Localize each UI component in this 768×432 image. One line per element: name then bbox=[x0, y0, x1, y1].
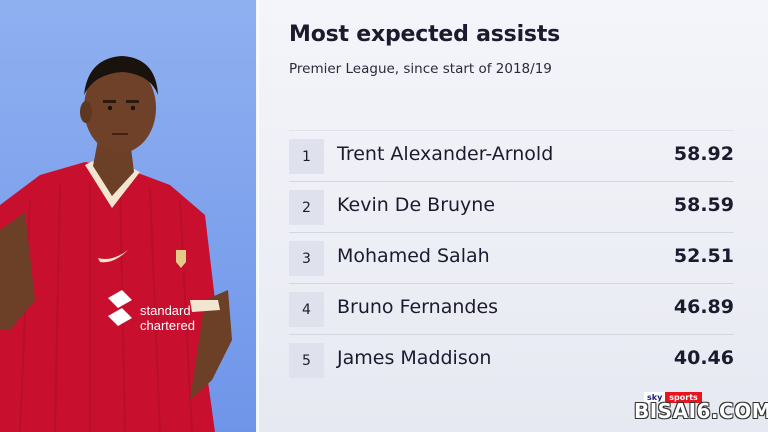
stats-panel: Most expected assists Premier League, si… bbox=[259, 0, 768, 432]
logo-sports: sports bbox=[665, 392, 702, 403]
player-name: Trent Alexander-Arnold bbox=[337, 143, 554, 165]
page-title: Most expected assists bbox=[289, 22, 561, 47]
rank-badge: 3 bbox=[289, 241, 324, 276]
rank-badge: 2 bbox=[289, 190, 324, 225]
page-subtitle: Premier League, since start of 2018/19 bbox=[289, 61, 552, 77]
table-row: 5 James Maddison 40.46 bbox=[289, 334, 734, 385]
rank-badge: 5 bbox=[289, 343, 324, 378]
table-row: 1 Trent Alexander-Arnold 58.92 bbox=[289, 130, 734, 181]
player-photo-panel: standard chartered bbox=[0, 0, 258, 432]
svg-text:standard: standard bbox=[140, 303, 191, 318]
crest-icon bbox=[176, 250, 186, 268]
xa-value: 52.51 bbox=[673, 245, 734, 267]
xa-value: 40.46 bbox=[673, 347, 734, 369]
logo-sky: sky bbox=[644, 392, 666, 403]
swoosh-icon bbox=[98, 250, 128, 263]
rank-badge: 1 bbox=[289, 139, 324, 174]
panel-divider bbox=[256, 0, 259, 432]
table-row: 3 Mohamed Salah 52.51 bbox=[289, 232, 734, 283]
rank-badge: 4 bbox=[289, 292, 324, 327]
xa-value: 46.89 bbox=[673, 296, 734, 318]
player-name: Mohamed Salah bbox=[337, 245, 490, 267]
sponsor-logo: standard chartered bbox=[108, 290, 195, 333]
watermark: BISAI6.COM bbox=[634, 399, 768, 423]
xa-value: 58.92 bbox=[673, 143, 734, 165]
svg-text:chartered: chartered bbox=[140, 318, 195, 333]
player-name: James Maddison bbox=[337, 347, 492, 369]
table-row: 2 Kevin De Bruyne 58.59 bbox=[289, 181, 734, 232]
player-name: Bruno Fernandes bbox=[337, 296, 499, 318]
table-row: 4 Bruno Fernandes 46.89 bbox=[289, 283, 734, 334]
player-name: Kevin De Bruyne bbox=[337, 194, 496, 216]
rankings-table: 1 Trent Alexander-Arnold 58.92 2 Kevin D… bbox=[289, 130, 734, 385]
player-photo: standard chartered bbox=[0, 56, 232, 432]
xa-value: 58.59 bbox=[673, 194, 734, 216]
broadcaster-logo: sky sports BISAI6.COM bbox=[634, 392, 768, 423]
